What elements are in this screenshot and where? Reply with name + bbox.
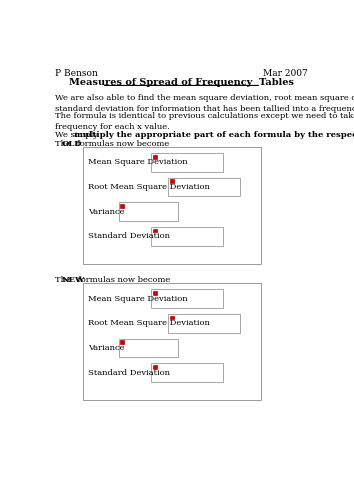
- Bar: [119, 338, 178, 357]
- Text: Standard Deviation: Standard Deviation: [88, 368, 170, 376]
- Bar: [151, 290, 223, 308]
- Bar: [170, 180, 174, 183]
- Bar: [120, 340, 124, 344]
- Text: Standard Deviation: Standard Deviation: [88, 232, 170, 240]
- Bar: [153, 291, 156, 295]
- Bar: [170, 316, 174, 320]
- Bar: [83, 284, 261, 401]
- Text: NEW: NEW: [62, 276, 85, 284]
- Text: The formula is identical to previous calculations except we need to take into ac: The formula is identical to previous cal…: [55, 112, 354, 132]
- Bar: [83, 147, 261, 264]
- Bar: [151, 364, 223, 382]
- Text: OLD: OLD: [62, 140, 82, 148]
- Bar: [153, 365, 156, 369]
- Bar: [168, 178, 240, 197]
- Bar: [153, 228, 156, 232]
- Text: Mean Square Deviation: Mean Square Deviation: [88, 158, 187, 166]
- Text: Mean Square Deviation: Mean Square Deviation: [88, 294, 187, 302]
- Text: We are also able to find the mean square deviation, root mean square deviation, : We are also able to find the mean square…: [55, 94, 354, 113]
- Text: Root Mean Square Deviation: Root Mean Square Deviation: [88, 320, 210, 328]
- Bar: [151, 153, 223, 172]
- Bar: [119, 202, 178, 221]
- Text: The: The: [55, 140, 74, 148]
- Bar: [168, 314, 240, 332]
- Text: Measures of Spread of Frequency  Tables: Measures of Spread of Frequency Tables: [69, 78, 294, 88]
- Text: Variance: Variance: [88, 344, 124, 352]
- Bar: [120, 204, 124, 208]
- Text: multiply the appropriate part of each formula by the respective frequency.: multiply the appropriate part of each fo…: [74, 131, 354, 139]
- Text: The: The: [55, 276, 74, 284]
- Text: We simply: We simply: [55, 131, 101, 139]
- Text: Mar 2007: Mar 2007: [263, 69, 308, 78]
- Text: Variance: Variance: [88, 208, 124, 216]
- Text: P Benson: P Benson: [55, 69, 98, 78]
- Bar: [153, 154, 156, 158]
- Text: formulas now become: formulas now become: [75, 276, 171, 284]
- Bar: [151, 227, 223, 246]
- Text: formulas now become: formulas now become: [74, 140, 169, 148]
- Text: Root Mean Square Deviation: Root Mean Square Deviation: [88, 183, 210, 191]
